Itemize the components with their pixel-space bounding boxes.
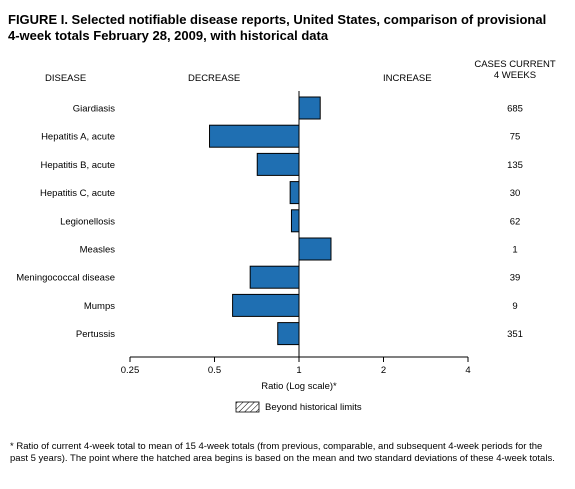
x-tick-label-2: 1: [296, 365, 301, 376]
category-label-1: Hepatitis A, acute: [41, 132, 115, 143]
x-tick-label-1: 0.5: [208, 365, 221, 376]
category-label-5: Measles: [80, 245, 116, 256]
x-tick-label-4: 4: [465, 365, 470, 376]
cases-value-8: 351: [507, 329, 523, 340]
category-label-7: Mumps: [84, 301, 115, 312]
bar-8: [277, 322, 300, 346]
bar-6: [249, 265, 300, 289]
header-disease: DISEASE: [45, 73, 86, 84]
category-label-8: Pertussis: [76, 329, 115, 340]
header-cases-line2: 4 WEEKS: [494, 70, 536, 81]
bar-1: [209, 124, 300, 148]
cases-value-2: 135: [507, 160, 523, 171]
cases-value-3: 30: [510, 188, 521, 199]
bar-3: [289, 181, 300, 205]
x-axis: 0.25 0.5 1 2 4: [121, 91, 471, 376]
bar-5: [298, 237, 332, 261]
footnote: * Ratio of current 4-week total to mean …: [10, 441, 555, 464]
legend-hatched-swatch: [235, 401, 260, 413]
category-label-2: Hepatitis B, acute: [41, 160, 115, 171]
bar-7: [232, 293, 300, 317]
category-label-6: Meningococcal disease: [16, 273, 115, 284]
category-label-4: Legionellosis: [60, 216, 115, 227]
cases-value-0: 685: [507, 104, 523, 115]
chart-title-line2: 4-week totals February 28, 2009, with hi…: [8, 28, 329, 43]
bar-2: [256, 152, 300, 176]
x-tick-label-3: 2: [381, 365, 386, 376]
header-increase: INCREASE: [383, 73, 432, 84]
cases-value-6: 39: [510, 273, 521, 284]
cases-value-1: 75: [510, 132, 521, 143]
bar-4: [290, 209, 300, 233]
x-tick-label-0: 0.25: [121, 365, 140, 376]
category-label-3: Hepatitis C, acute: [40, 188, 115, 199]
legend-hatched-label: Beyond historical limits: [265, 402, 362, 413]
header-cases-line1: CASES CURRENT: [474, 59, 555, 70]
header-decrease: DECREASE: [188, 73, 240, 84]
cases-value-4: 62: [510, 216, 521, 227]
category-label-0: Giardiasis: [73, 104, 115, 115]
x-axis-label: Ratio (Log scale)*: [261, 381, 337, 392]
chart-title-line1: FIGURE I. Selected notifiable disease re…: [8, 12, 546, 27]
bar-0: [298, 96, 321, 120]
chart-rows: Giardiasis 685 Hepatitis A, acute 75 Hepatit…: [16, 96, 523, 346]
cases-value-7: 9: [512, 301, 517, 312]
cases-value-5: 1: [512, 245, 517, 256]
